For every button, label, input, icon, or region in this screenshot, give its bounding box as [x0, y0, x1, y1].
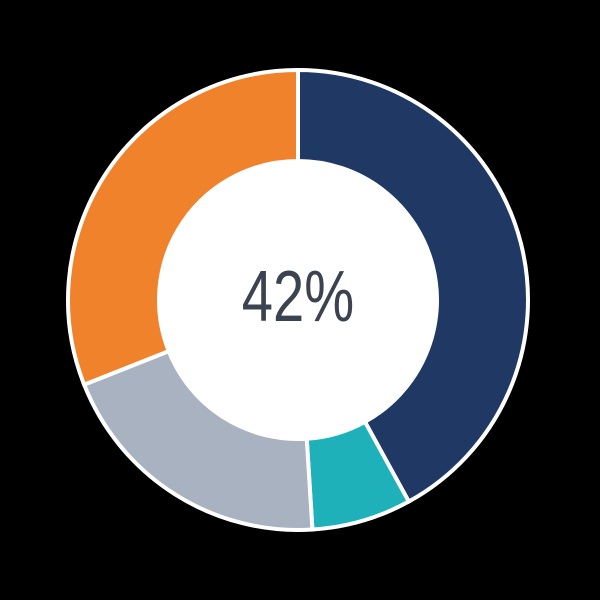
donut-segment-gray	[81, 348, 315, 532]
donut-segment-orange	[65, 67, 300, 388]
donut-segment-navy	[296, 67, 530, 505]
donut-center-label: 42%	[241, 257, 355, 338]
donut-hole	[157, 159, 439, 441]
